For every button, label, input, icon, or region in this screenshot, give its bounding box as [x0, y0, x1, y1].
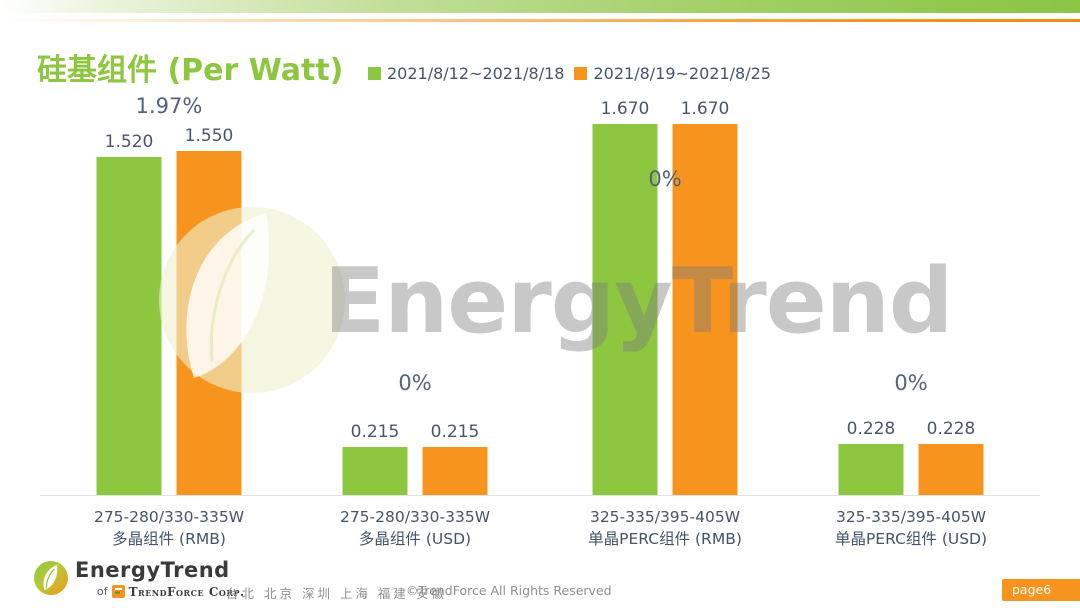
bar-pair: 1.520 1.550: [96, 126, 242, 495]
bar-group-poly-usd: 0% 0.215 0.215 275-280/330-335W 多晶组件 (US…: [295, 0, 535, 608]
bar-pair: 0.228 0.228: [838, 419, 984, 495]
bar-col: 0.215: [342, 422, 408, 495]
bar-value-label: 0.228: [926, 419, 976, 439]
bar-value-label: 0.228: [846, 419, 896, 439]
category-label: 325-335/395-405W 单晶PERC组件 (RMB): [545, 506, 785, 551]
bar-value-label: 1.550: [184, 126, 234, 146]
bar-period2: [176, 151, 242, 495]
category-line2: 单晶PERC组件 (RMB): [588, 530, 742, 549]
bar-col: 1.550: [176, 126, 242, 495]
footer-locations: 台北 北京 深圳 上海 福建 安徽: [226, 586, 447, 601]
bar-value-label: 1.670: [600, 99, 650, 119]
category-line2: 单晶PERC组件 (USD): [834, 530, 988, 549]
category-line2: 多晶组件 (USD): [358, 530, 472, 549]
logo-leaf-stem: [45, 568, 55, 589]
bar-value-label: 1.670: [680, 99, 730, 119]
footer-brand: EnergyTrend of TrendForce Corp.: [75, 560, 245, 598]
legend-item-period1: 2021/8/12~2021/8/18: [368, 64, 564, 83]
category-line1: 325-335/395-405W: [835, 508, 987, 526]
bar-col: 1.520: [96, 132, 162, 495]
change-label: 0%: [398, 371, 432, 395]
category-line1: 325-335/395-405W: [589, 508, 741, 526]
bar-value-label: 0.215: [350, 422, 400, 442]
category-line2: 多晶组件 (RMB): [112, 530, 226, 549]
change-label: 0%: [894, 371, 928, 395]
legend-label-period1: 2021/8/12~2021/8/18: [387, 64, 565, 83]
chart-legend: 2021/8/12~2021/8/18 2021/8/19~2021/8/25: [368, 64, 771, 83]
energytrend-logo-icon: [34, 561, 68, 595]
change-label: 0%: [648, 167, 682, 191]
bar-col: 1.670: [672, 99, 738, 495]
bar-value-label: 1.520: [104, 132, 154, 152]
footer-trendforce-label: TrendForce Corp.: [128, 584, 245, 599]
bar-group-poly-rmb: 1.97% 1.520 1.550 275-280/330-335W 多晶组件 …: [49, 0, 289, 608]
footer-of-label: of: [97, 585, 108, 598]
category-label: 275-280/330-335W 多晶组件 (USD): [295, 506, 535, 551]
legend-label-period2: 2021/8/19~2021/8/25: [593, 64, 771, 83]
category-label: 325-335/395-405W 单晶PERC组件 (USD): [791, 506, 1031, 551]
bar-col: 1.670: [592, 99, 658, 495]
footer-brand-subline: of TrendForce Corp.: [97, 585, 245, 598]
bar-col: 0.228: [918, 419, 984, 495]
chart-title: 硅基组件 (Per Watt): [37, 53, 344, 88]
legend-item-period2: 2021/8/19~2021/8/25: [574, 64, 771, 83]
bar-value-label: 0.215: [430, 422, 480, 442]
bar-period2: [918, 444, 984, 495]
page-number-badge: page6: [1002, 579, 1080, 601]
bar-group-mono-rmb: 0% 1.670 1.670 325-335/395-405W 单晶PERC组件…: [545, 0, 785, 608]
category-line1: 275-280/330-335W: [93, 508, 245, 526]
category-line1: 275-280/330-335W: [339, 508, 491, 526]
bar-period2: [422, 447, 488, 495]
legend-swatch-orange: [574, 67, 588, 80]
bar-period1: [342, 447, 408, 495]
bar-group-mono-usd: 0% 0.228 0.228 325-335/395-405W 单晶PERC组件…: [791, 0, 1031, 608]
bar-pair: 0.215 0.215: [342, 422, 488, 495]
top-green-band: [0, 0, 1080, 13]
category-label: 275-280/330-335W 多晶组件 (RMB): [49, 506, 289, 551]
legend-swatch-green: [368, 67, 381, 80]
bar-period1: [96, 157, 162, 495]
bar-pair: 1.670 1.670: [592, 99, 738, 495]
x-axis-line: [40, 495, 1040, 496]
footer-copyright: ©TrendForce All Rights Reserved: [406, 583, 612, 598]
bar-col: 0.228: [838, 419, 904, 495]
change-label: 1.97%: [135, 94, 203, 118]
bar-col: 0.215: [422, 422, 488, 495]
bar-period2: [672, 124, 738, 495]
top-orange-line: [0, 19, 1080, 22]
bar-period1: [592, 124, 658, 495]
trendforce-logo-icon: [111, 585, 125, 598]
bar-period1: [838, 444, 904, 495]
footer-brand-name: EnergyTrend: [75, 558, 230, 582]
